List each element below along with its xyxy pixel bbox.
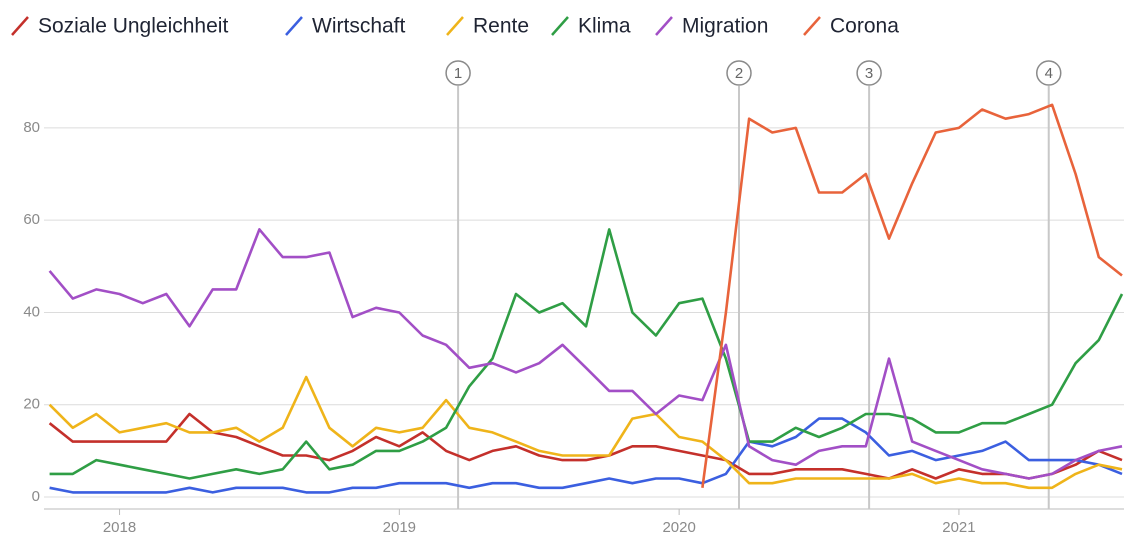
legend-swatch <box>655 16 673 36</box>
series-line <box>48 375 1123 490</box>
legend-label: Soziale Ungleichheit <box>38 15 228 38</box>
legend-label: Klima <box>578 15 631 38</box>
x-tick-label: 2020 <box>662 519 695 536</box>
annotation-label: 3 <box>865 65 873 82</box>
annotation-circle <box>856 60 882 86</box>
legend-label: Rente <box>473 15 529 38</box>
y-tick-label: 0 <box>32 488 40 505</box>
series-line <box>49 228 1124 480</box>
series-line <box>49 417 1123 494</box>
legend-label: Migration <box>682 15 768 38</box>
annotation-label: 4 <box>1045 65 1053 82</box>
annotation-label: 1 <box>454 65 462 82</box>
y-tick-label: 80 <box>23 119 40 136</box>
series-line <box>48 412 1123 480</box>
annotation-circle <box>1035 60 1062 86</box>
x-tick-label: 2018 <box>103 519 136 536</box>
y-tick-label: 20 <box>23 396 40 413</box>
legend-swatch <box>446 16 464 36</box>
y-tick-label: 40 <box>23 303 40 320</box>
x-tick-label: 2019 <box>383 519 416 536</box>
annotation-circle <box>445 60 471 86</box>
series-line <box>701 103 1123 488</box>
annotation-label: 2 <box>735 65 743 82</box>
legend-label: Corona <box>830 15 899 38</box>
legend-swatch <box>285 16 303 36</box>
x-tick-label: 2021 <box>942 519 975 536</box>
legend-swatch <box>551 16 569 36</box>
legend-label: Wirtschaft <box>312 15 406 38</box>
series-line <box>48 228 1123 480</box>
y-tick-label: 60 <box>23 211 40 228</box>
annotation-circle <box>726 60 752 86</box>
legend-swatch <box>11 16 29 36</box>
legend-swatch <box>803 16 821 36</box>
